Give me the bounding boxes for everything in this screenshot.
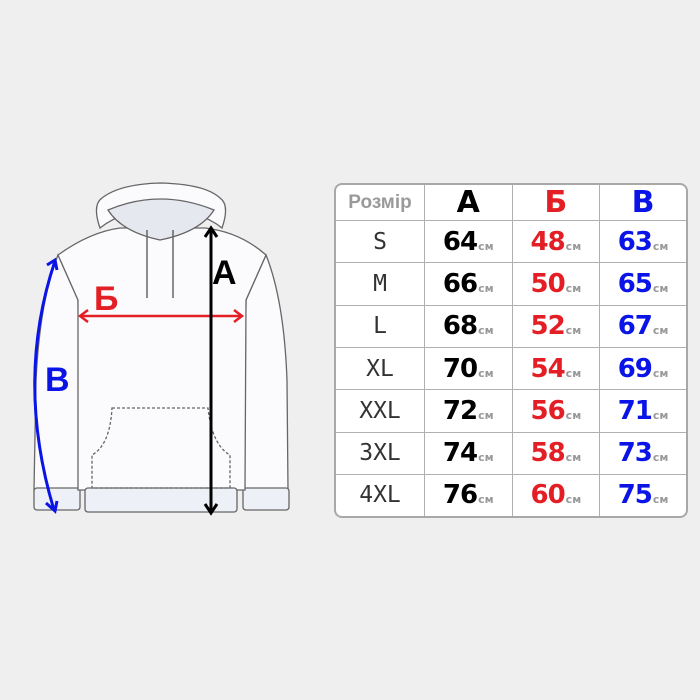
measure-b-cell: 50см (512, 263, 601, 306)
right-cuff (242, 487, 290, 511)
measure-a-cell: 70см (425, 347, 513, 391)
header-a: A (425, 185, 513, 221)
measure-v-cell: 71см (600, 390, 686, 433)
measure-a-cell: 64см (425, 221, 513, 264)
measure-value: 56 (530, 395, 565, 426)
measure-value: 67 (617, 311, 653, 342)
unit-label: см (478, 281, 494, 295)
size-cell: L (336, 305, 425, 348)
length-arrow (203, 225, 219, 516)
size-cell: 4XL (336, 474, 425, 516)
table-row: S 64см 48см 63см (336, 221, 686, 264)
unit-label: см (652, 366, 669, 380)
size-cell: 3XL (336, 432, 425, 475)
measure-value: 63 (617, 226, 653, 257)
measure-v-cell: 69см (600, 348, 686, 391)
unit-label: см (478, 239, 494, 253)
size-cell: XXL (336, 390, 425, 433)
measure-a-cell: 68см (425, 305, 513, 348)
unit-label: см (652, 281, 669, 295)
measure-value: 71 (617, 395, 653, 426)
unit-label: см (478, 324, 494, 338)
measure-b-cell: 48см (512, 221, 601, 264)
unit-label: см (565, 493, 582, 507)
table-row: 4XL 76см 60см 75см (336, 474, 686, 516)
measure-value: 75 (617, 480, 653, 511)
measure-value: 50 (530, 268, 565, 299)
unit-label: см (565, 324, 582, 338)
unit-label: см (652, 408, 669, 422)
measure-b-cell: 58см (512, 432, 601, 475)
unit-label: см (652, 451, 669, 465)
measure-value: 68 (442, 311, 478, 342)
measure-v-cell: 73см (600, 433, 686, 475)
measure-value: 70 (442, 353, 478, 384)
table-header-row: Розмір A Б B (336, 185, 686, 221)
unit-label: см (565, 281, 582, 295)
label-v: B (45, 361, 70, 399)
measure-v-cell: 67см (600, 306, 686, 348)
unit-label: см (565, 408, 582, 422)
size-cell: XL (336, 347, 425, 391)
measure-a-cell: 66см (425, 263, 513, 306)
measure-value: 60 (530, 480, 565, 511)
measure-b-cell: 60см (513, 474, 601, 516)
size-cell: M (336, 263, 425, 306)
unit-label: см (478, 493, 494, 507)
measure-value: 48 (530, 226, 565, 257)
measure-value: 65 (617, 268, 653, 299)
unit-label: см (565, 239, 582, 253)
unit-label: см (478, 408, 494, 422)
table-body: S 64см 48см 63см M 66см 50см 65см L 68см 52см 67см X… (336, 221, 686, 516)
size-cell: S (336, 221, 425, 264)
table-row: 3XL 74см 58см 73см (336, 432, 686, 475)
label-b: Б (94, 280, 119, 318)
header-v: B (600, 185, 686, 221)
measure-value: 72 (442, 395, 478, 426)
measure-value: 69 (617, 353, 653, 384)
measure-v-cell: 75см (600, 475, 686, 516)
unit-label: см (652, 324, 669, 338)
measure-b-cell: 52см (512, 305, 601, 348)
unit-label: см (652, 493, 669, 507)
measure-b-cell: 54см (512, 347, 601, 391)
measure-a-cell: 72см (425, 390, 513, 433)
table-row: XXL 72см 56см 71см (336, 390, 686, 433)
unit-label: см (652, 239, 669, 253)
size-table: Розмір A Б B S 64см 48см 63см M 66см 50см 65см L… (334, 183, 688, 518)
measure-value: 54 (530, 353, 565, 384)
table-row: M 66см 50см 65см (336, 263, 686, 306)
hood-inner (107, 198, 215, 241)
measure-a-cell: 76см (425, 474, 513, 516)
measure-value: 64 (442, 226, 478, 257)
unit-label: см (565, 451, 582, 465)
measure-v-cell: 63см (600, 221, 686, 264)
drawstrings (146, 230, 174, 298)
pocket (91, 407, 231, 489)
unit-label: см (478, 366, 494, 380)
measure-value: 76 (442, 480, 478, 511)
measure-value: 73 (617, 438, 653, 469)
measure-value: 74 (442, 438, 478, 469)
measure-value: 58 (530, 438, 565, 469)
label-a: A (212, 254, 237, 292)
chest-width-arrow (77, 309, 245, 323)
measure-a-cell: 74см (425, 432, 513, 475)
unit-label: см (478, 451, 494, 465)
measure-b-cell: 56см (512, 390, 601, 433)
unit-label: см (565, 366, 582, 380)
header-b: Б (512, 185, 601, 221)
measure-value: 66 (442, 268, 478, 299)
table-row: XL 70см 54см 69см (336, 347, 686, 391)
header-size: Розмір (336, 185, 425, 221)
measure-v-cell: 65см (600, 263, 686, 306)
table-row: L 68см 52см 67см (336, 305, 686, 348)
measure-value: 52 (530, 311, 565, 342)
sleeve-length-arrow (33, 257, 59, 514)
